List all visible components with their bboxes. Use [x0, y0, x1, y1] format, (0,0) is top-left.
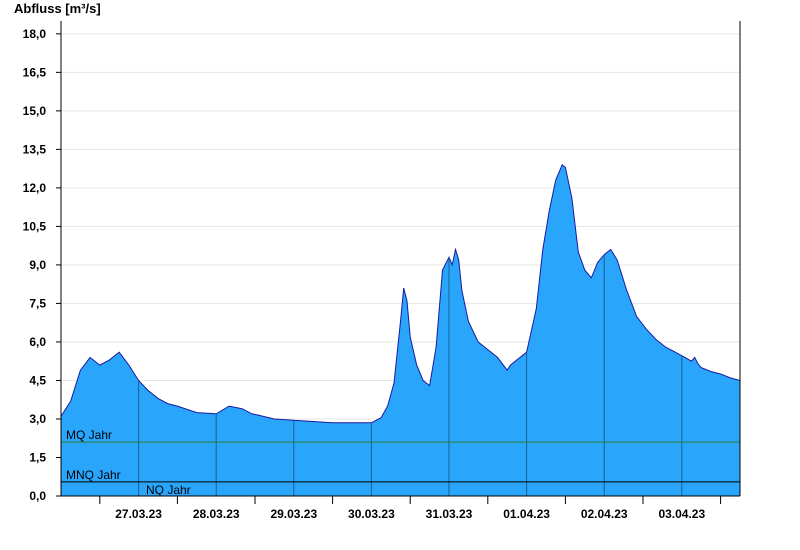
x-tick-labels: 27.03.23 28.03.23 29.03.23 30.03.23 31.03.23… [115, 507, 705, 521]
mq-label: MQ Jahr [66, 428, 112, 442]
x-tick-label: 30.03.23 [348, 507, 395, 521]
y-axis-title: Abfluss [m³/s] [14, 1, 101, 16]
y-tick-label: 9,0 [29, 258, 46, 272]
x-tick-label: 27.03.23 [115, 507, 162, 521]
y-tick-label: 6,0 [29, 335, 46, 349]
y-tick-label: 12,0 [23, 181, 47, 195]
x-tick-label: 01.04.23 [503, 507, 550, 521]
y-tick-label: 16,5 [23, 65, 47, 79]
x-tick-label: 03.04.23 [658, 507, 705, 521]
x-tick-label: 28.03.23 [193, 507, 240, 521]
y-tick-label: 1,5 [29, 450, 46, 464]
y-tick-label: 7,5 [29, 296, 46, 310]
y-tick-label: 18,0 [23, 27, 47, 41]
x-tick-label: 31.03.23 [426, 507, 473, 521]
series-area [60, 163, 741, 497]
nq-label: NQ Jahr [146, 483, 191, 497]
x-tick-label: 29.03.23 [270, 507, 317, 521]
y-tick-label: 4,5 [29, 373, 46, 387]
y-tick-labels: 0,0 1,5 3,0 4,5 6,0 7,5 9,0 10,5 12,0 13,5 15,0 16,… [23, 27, 47, 503]
y-tick-label: 15,0 [23, 104, 47, 118]
reference-lines: MQ Jahr MNQ Jahr NQ Jahr [61, 428, 740, 497]
y-tick-label: 10,5 [23, 219, 47, 233]
y-tick-label: 13,5 [23, 142, 47, 156]
y-tick-label: 0,0 [29, 489, 46, 503]
x-tick-label: 02.04.23 [581, 507, 628, 521]
discharge-line [60, 163, 741, 424]
mnq-label: MNQ Jahr [66, 468, 121, 482]
axes [56, 21, 741, 504]
discharge-area [61, 164, 740, 497]
y-tick-label: 3,0 [29, 412, 46, 426]
